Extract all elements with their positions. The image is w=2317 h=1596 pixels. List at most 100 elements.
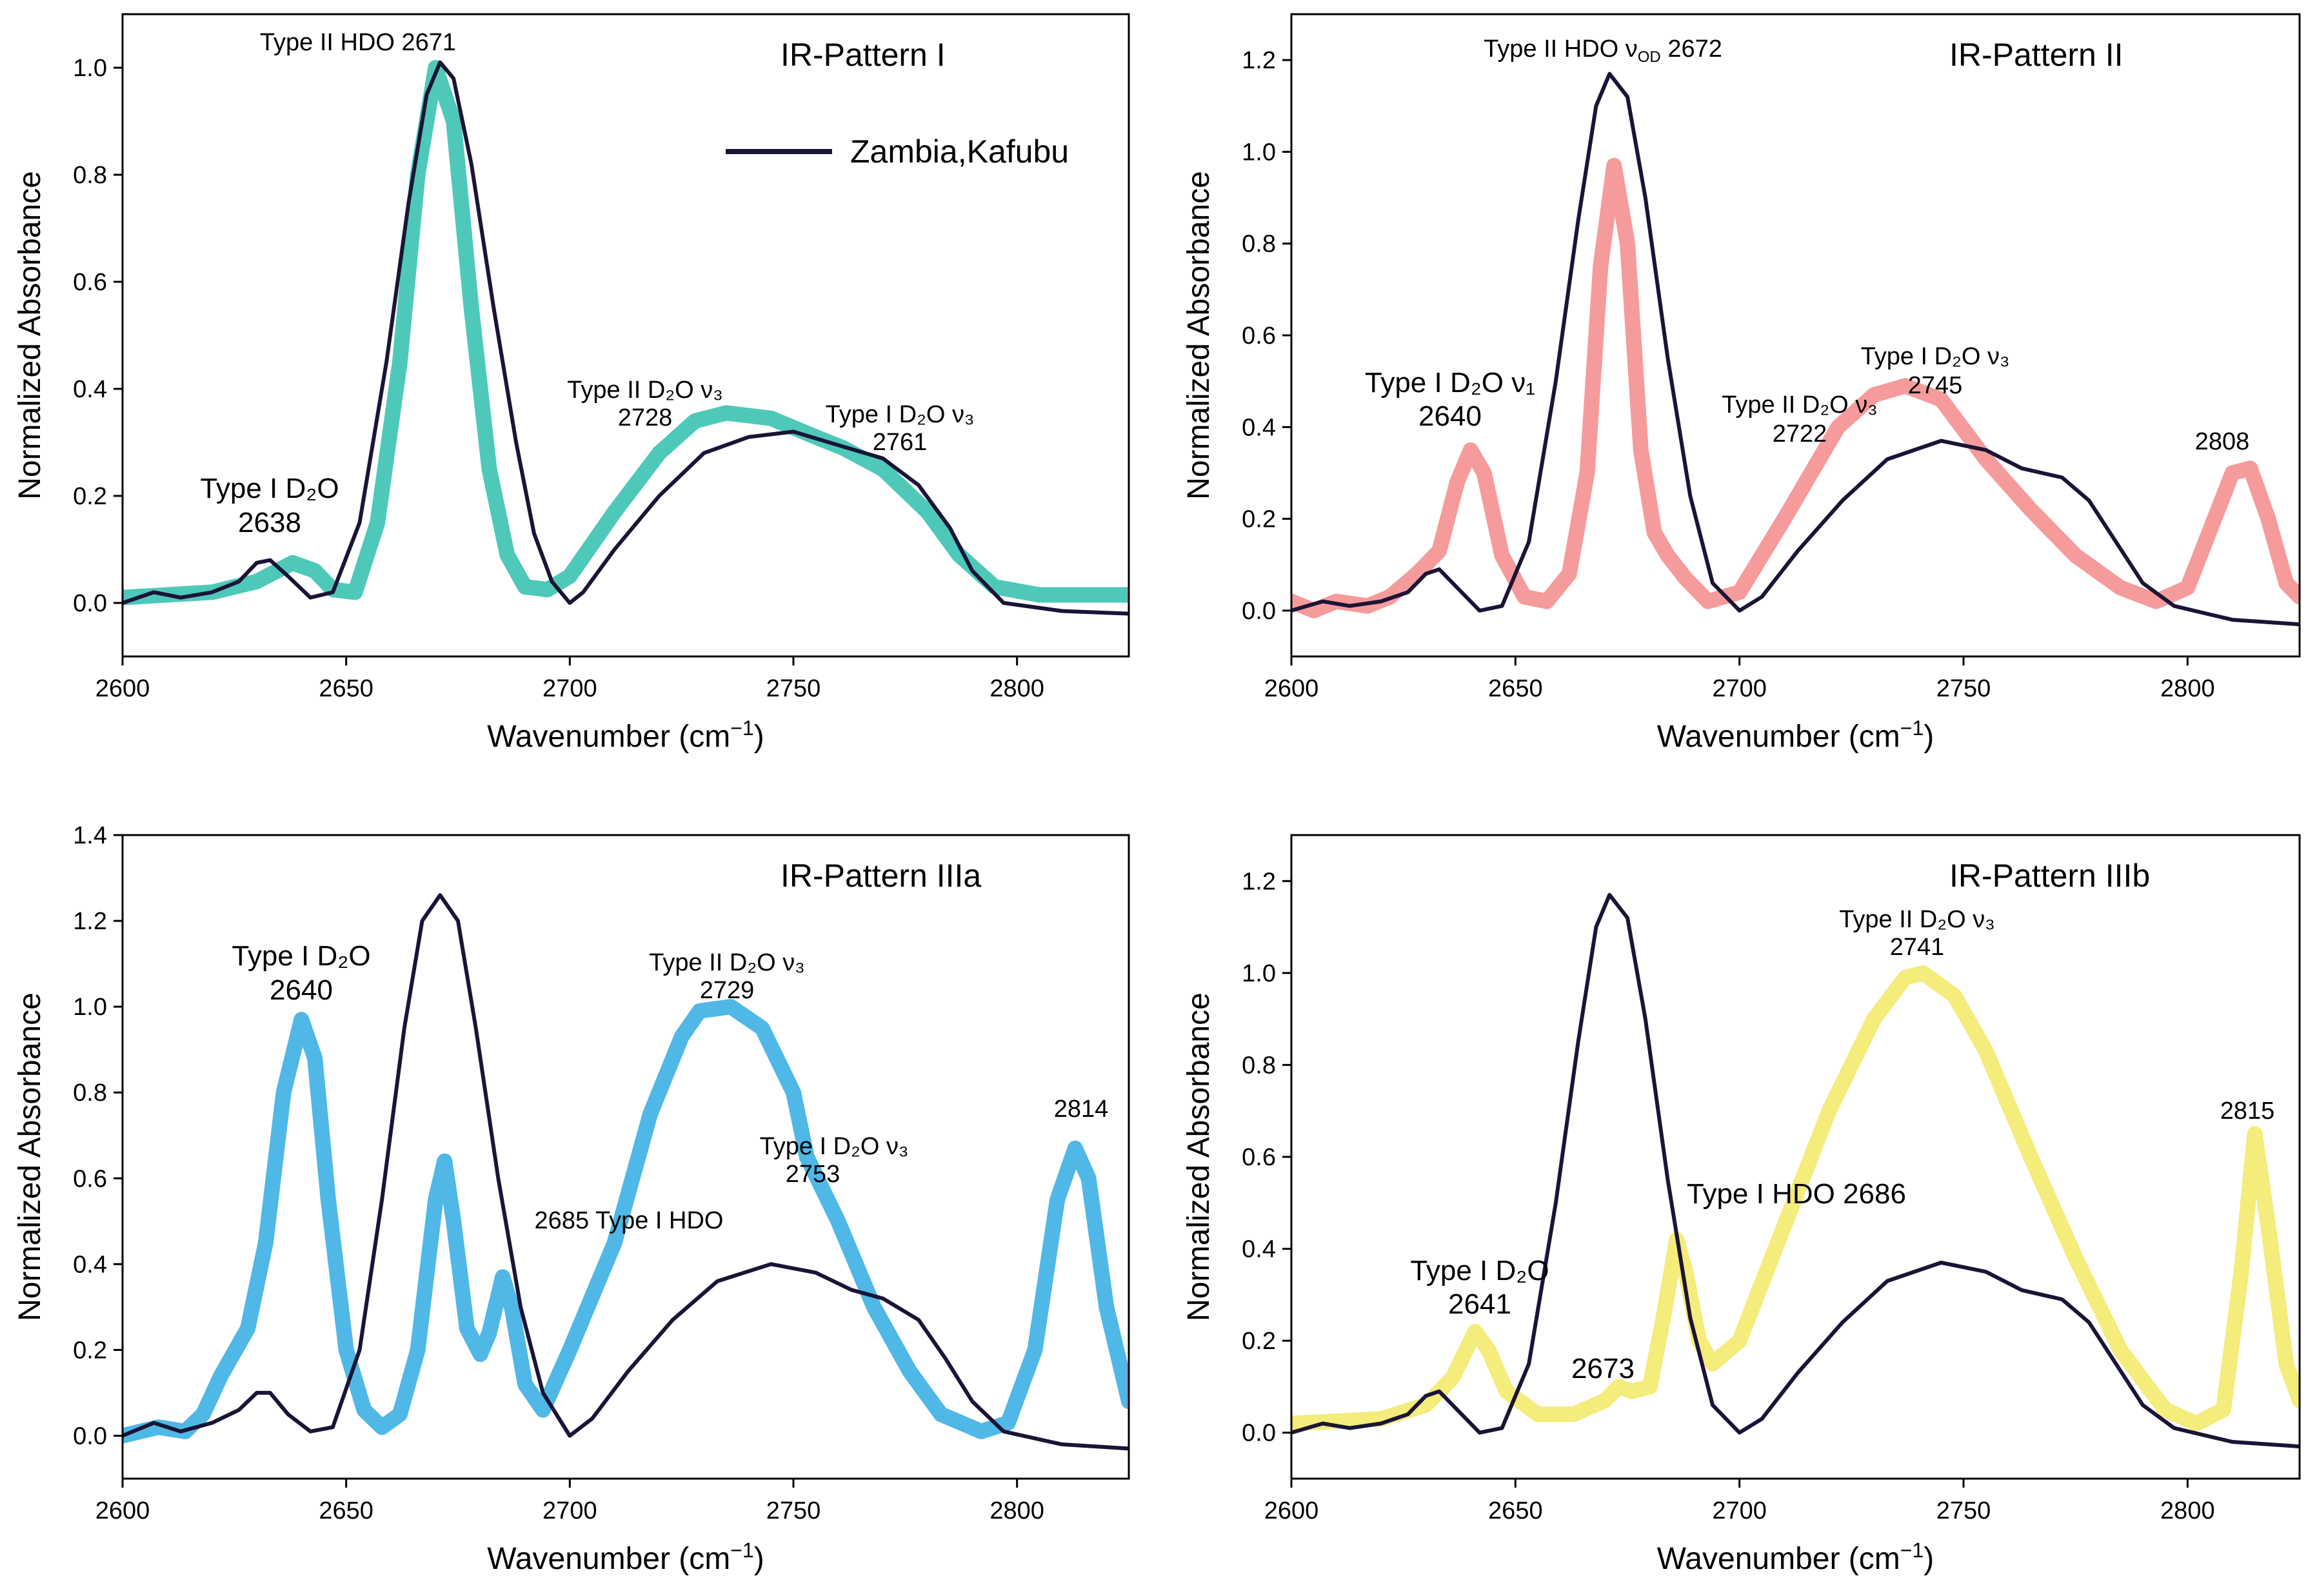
y-tick-label: 0.8 xyxy=(1242,1052,1276,1079)
x-axis-title-close: ) xyxy=(1924,720,1934,754)
x-tick-label: 2800 xyxy=(2160,1497,2215,1524)
legend-label: Zambia,Kafubu xyxy=(850,133,1069,170)
pattern-series-line xyxy=(1291,965,2300,1432)
y-axis-title: Normalized Absorbance xyxy=(1182,171,1216,500)
x-tick-label: 2650 xyxy=(1488,675,1543,702)
y-tick-label: 0.6 xyxy=(73,269,107,296)
y-tick-label: 0.4 xyxy=(1242,1236,1276,1263)
x-tick-label: 2700 xyxy=(1712,675,1767,702)
x-axis-title: Wavenumber (cm−1) xyxy=(1657,1539,1934,1576)
peak-annotation-value: 2672 xyxy=(1661,35,1722,63)
y-tick-label: 0.6 xyxy=(73,1165,107,1192)
peak-annotation: Type I D₂O xyxy=(200,473,339,504)
y-tick-label: 0.0 xyxy=(1242,598,1276,625)
y-tick-label: 0.4 xyxy=(1242,414,1276,441)
peak-annotation: Type I D₂O ν₃ xyxy=(826,401,975,428)
y-axis-title: Normalized Absorbance xyxy=(1182,992,1216,1321)
peak-annotation: 2741 xyxy=(1890,934,1945,961)
peak-annotation: Type I D₂O ν₁ xyxy=(1365,367,1535,399)
peak-annotation: Type I D₂O xyxy=(232,940,370,972)
peak-annotation: Type II D₂O ν₃ xyxy=(1839,906,1994,933)
plot-frame xyxy=(1290,13,2301,658)
panel-title: IR-Pattern I xyxy=(781,37,946,73)
chart-panel-2: 2600 2650 2700 2750 2800 0.0 0.2 0.4 0.6 0.8 1.0 1.… xyxy=(1182,13,2301,754)
peak-annotation: 2685 Type I HDO xyxy=(535,1207,724,1234)
peak-annotation-text: Type II HDO ν xyxy=(1484,35,1638,63)
reference-series-line xyxy=(123,893,1129,1451)
panel-title: IR-Pattern II xyxy=(1949,37,2123,73)
peak-annotation: 2814 xyxy=(1054,1096,1109,1123)
x-axis-title-text: Wavenumber (cm xyxy=(1657,720,1900,754)
x-axis-title-exponent: −1 xyxy=(1900,1539,1924,1562)
x-tick-label: 2650 xyxy=(319,675,373,702)
peak-annotation: Type II D₂O ν₃ xyxy=(1722,391,1877,419)
peak-annotation: 2815 xyxy=(2220,1098,2275,1125)
y-tick-label: 1.0 xyxy=(1242,139,1276,166)
peak-annotation-subscript: OD xyxy=(1638,48,1661,66)
peak-annotation: Type I HDO 2686 xyxy=(1687,1178,1906,1210)
chart-panel-4: 2600 2650 2700 2750 2800 0.0 0.2 0.4 0.6 0.8 1.0 1.… xyxy=(1182,834,2301,1576)
x-tick-label: 2800 xyxy=(989,1497,1044,1524)
x-tick-label: 2700 xyxy=(1712,1497,1767,1524)
pattern-series-line xyxy=(123,60,1129,606)
x-tick-label: 2750 xyxy=(766,675,821,702)
x-axis-title-close: ) xyxy=(754,1542,764,1576)
peak-annotation: 2753 xyxy=(786,1161,840,1188)
plot-frame xyxy=(121,13,1130,658)
x-tick-label: 2600 xyxy=(1264,1497,1319,1524)
x-tick-label: 2750 xyxy=(766,1497,821,1524)
x-tick-label: 2650 xyxy=(319,1497,373,1524)
peak-annotation: 2761 xyxy=(873,429,928,456)
peak-annotation: 2640 xyxy=(270,974,333,1006)
x-tick-label: 2600 xyxy=(1264,675,1319,702)
x-tick-label: 2800 xyxy=(2160,675,2215,702)
x-axis-title-exponent: −1 xyxy=(730,1539,753,1562)
y-tick-label: 1.2 xyxy=(1242,47,1276,74)
panel-title: IR-Pattern IIIa xyxy=(781,858,981,894)
y-tick-label: 0.4 xyxy=(73,376,107,403)
y-tick-label: 1.0 xyxy=(73,55,107,82)
peak-annotation: 2745 xyxy=(1908,372,1963,399)
x-tick-label: 2800 xyxy=(989,675,1044,702)
peak-annotation: 2638 xyxy=(238,507,301,538)
peak-annotation: Type II HDO νOD 2672 xyxy=(1484,35,1722,66)
x-axis-title: Wavenumber (cm−1) xyxy=(1657,716,1934,754)
x-axis-title: Wavenumber (cm−1) xyxy=(487,716,764,754)
y-tick-label: 1.0 xyxy=(1242,960,1276,987)
peak-annotation: 2641 xyxy=(1448,1288,1511,1320)
y-tick-label: 0.6 xyxy=(1242,1144,1276,1171)
y-tick-label: 1.0 xyxy=(73,994,107,1021)
x-tick-label: 2700 xyxy=(542,675,597,702)
y-axis-title: Normalized Absorbance xyxy=(13,171,47,500)
y-tick-label: 1.4 xyxy=(73,822,107,849)
peak-annotation: Type II D₂O ν₃ xyxy=(649,949,804,976)
x-tick-label: 2750 xyxy=(1936,1497,1991,1524)
peak-annotation: 2640 xyxy=(1418,400,1482,432)
reference-series-line xyxy=(123,60,1129,616)
y-tick-label: 0.0 xyxy=(73,1423,107,1450)
reference-series-line xyxy=(1291,892,2300,1449)
y-tick-label: 0.8 xyxy=(73,1079,107,1107)
peak-annotation: Type I D₂O xyxy=(1410,1255,1549,1286)
chart-panel-1: 2600 2650 2700 2750 2800 0.0 0.2 0.4 0.6 0.8 1.0 Wa… xyxy=(13,13,1130,754)
x-axis-title-text: Wavenumber (cm xyxy=(487,720,730,754)
y-tick-label: 0.8 xyxy=(73,162,107,189)
x-tick-label: 2600 xyxy=(95,1497,150,1524)
reference-series-line xyxy=(1291,72,2300,627)
y-tick-label: 0.2 xyxy=(73,483,107,510)
y-tick-label: 0.4 xyxy=(73,1251,107,1278)
x-axis-title-close: ) xyxy=(754,720,764,754)
x-tick-label: 2700 xyxy=(542,1497,597,1524)
plot-frame xyxy=(121,834,1130,1480)
x-axis-title-exponent: −1 xyxy=(730,716,753,740)
peak-annotation: 2728 xyxy=(618,404,673,431)
x-axis-title-close: ) xyxy=(1924,1542,1934,1576)
pattern-series-line xyxy=(123,999,1129,1444)
chart-panel-3: 2600 2650 2700 2750 2800 0.0 0.2 0.4 0.6 0.8 1.0 1.… xyxy=(13,822,1130,1576)
x-axis-title-exponent: −1 xyxy=(1900,716,1924,740)
peak-annotation: 2808 xyxy=(2195,428,2250,455)
peak-annotation: Type II HDO 2671 xyxy=(260,29,456,56)
peak-annotation: Type I D₂O ν₃ xyxy=(760,1133,909,1160)
x-axis-title: Wavenumber (cm−1) xyxy=(487,1539,764,1576)
